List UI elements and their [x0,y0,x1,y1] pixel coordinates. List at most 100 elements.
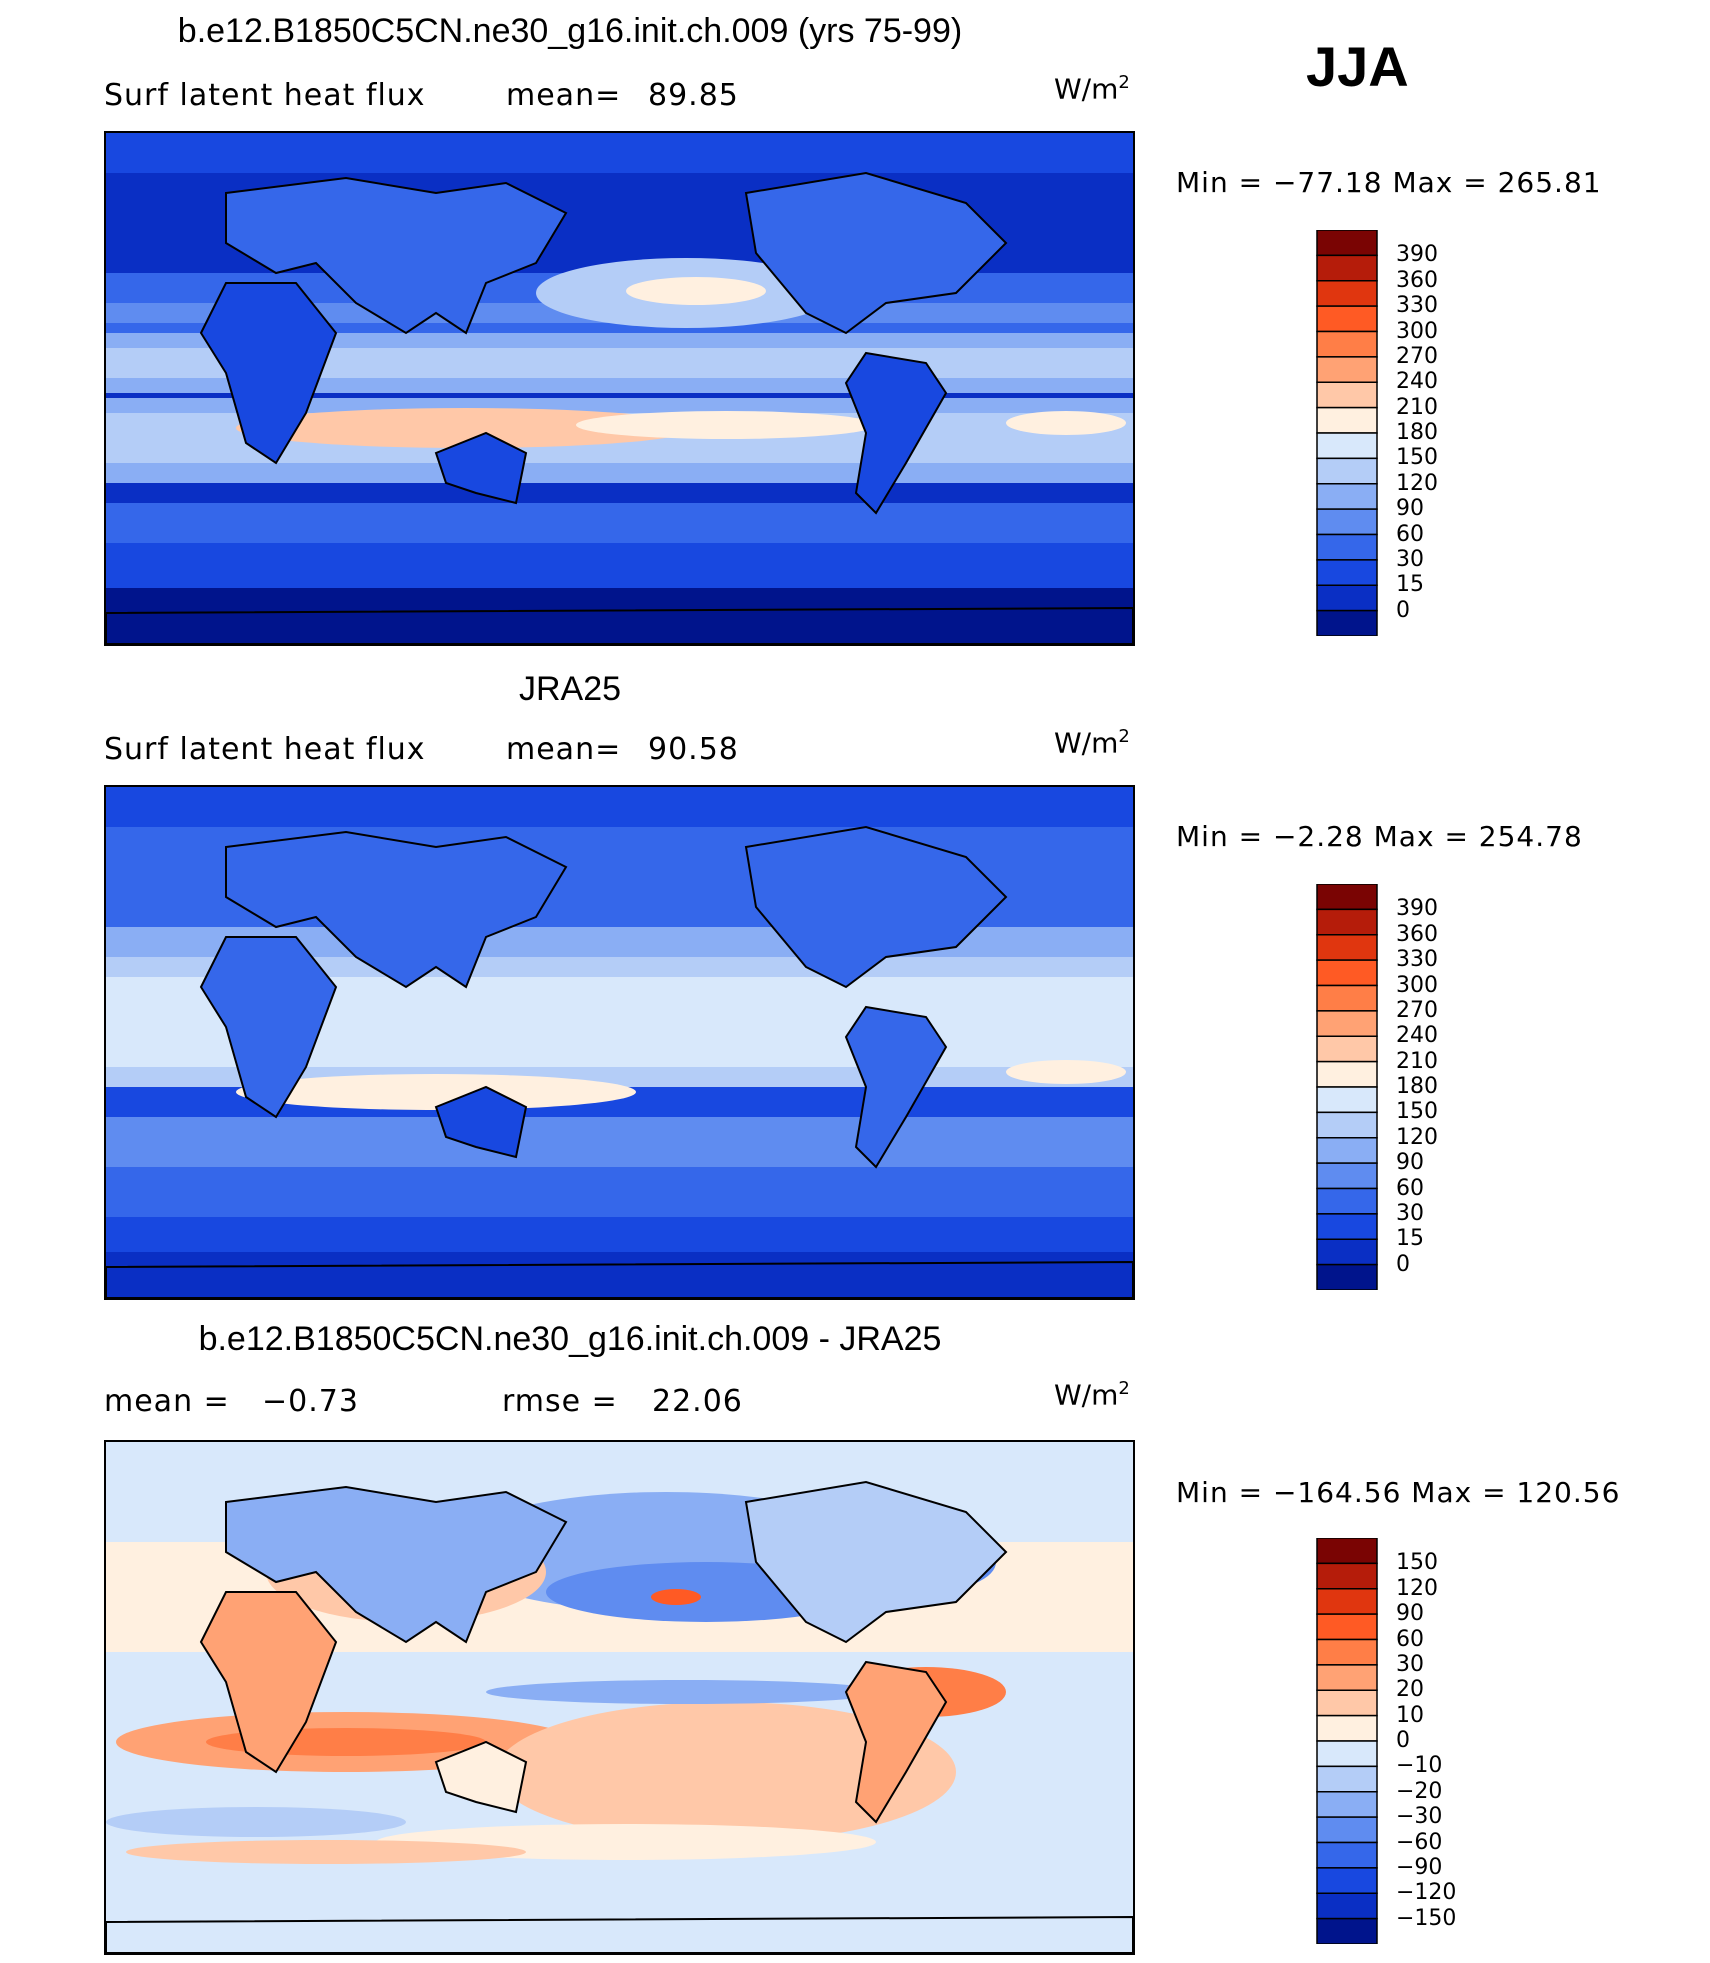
colorbar-swatch [1316,1010,1378,1037]
colorbar-swatch [1316,1162,1378,1190]
colorbar-tick-label: 180 [1396,1074,1438,1099]
colorbar-swatch [1316,1765,1378,1793]
colorbar-swatch [1316,1060,1378,1088]
colorbar-swatch [1316,1111,1378,1139]
colorbar-tick-label: 30 [1396,546,1424,572]
colorbar-tick-label: 120 [1396,1124,1438,1150]
colorbar-tick-label: 90 [1396,1601,1424,1627]
panel-1-mean-value: 89.85 [648,78,739,113]
colorbar-tick-label: 300 [1396,318,1438,344]
colorbar-swatch [1316,406,1378,434]
colorbar-swatch [1316,356,1378,383]
colorbar-tick-label: 15 [1396,572,1424,598]
panel-2-mean-label: mean= [506,732,622,767]
colorbar-swatch [1316,1841,1378,1869]
colorbar-tick-label: 0 [1396,1728,1410,1753]
panel-2-mean-value: 90.58 [648,732,739,767]
colorbar-tick-label: −60 [1396,1829,1443,1855]
colorbar-swatch [1316,230,1378,257]
colorbar-tick-label: 120 [1396,470,1438,496]
colorbar-swatch [1316,1917,1378,1944]
colorbar-tick-label: 390 [1396,242,1438,268]
panel-3-title: b.e12.B1850C5CN.ne30_g16.init.ch.009 - J… [198,1320,942,1358]
panel-1-title: b.e12.B1850C5CN.ne30_g16.init.ch.009 (yr… [177,12,963,50]
colorbar-tick-label: 90 [1396,496,1424,522]
colorbar-swatch [1316,908,1378,936]
colorbar-swatch [1316,984,1378,1012]
colorbar-swatch [1316,1213,1378,1240]
colorbar-tick-label: 60 [1396,1175,1424,1201]
colorbar-swatch [1316,1238,1378,1266]
colorbar-tick-label: −20 [1396,1778,1443,1804]
panel-1-units: W/m2 [1054,72,1130,106]
colorbar-tick-label: −150 [1396,1905,1457,1931]
colorbar-tick-label: −120 [1396,1880,1457,1906]
colorbar-swatch [1316,1892,1378,1920]
colorbar-swatch [1316,1263,1378,1290]
season-label: JJA [1306,35,1409,98]
panel-2-map [104,785,1135,1300]
colorbar-swatch [1316,508,1378,536]
colorbar-swatch [1316,559,1378,586]
colorbar-swatch [1316,1613,1378,1641]
colorbar-tick-label: 0 [1396,597,1410,623]
colorbar-swatch [1316,280,1378,307]
colorbar-swatch [1316,533,1378,561]
colorbar-swatch [1316,432,1378,460]
colorbar-swatch [1316,1538,1378,1565]
colorbar-swatch [1316,1791,1378,1818]
colorbar-tick-label: 0 [1396,1251,1410,1277]
panel-2-variable-label: Surf latent heat flux [104,732,426,767]
colorbar-tick-label: −90 [1396,1854,1443,1880]
panel-3-units: W/m2 [1054,1378,1130,1412]
colorbar-swatch [1316,1086,1378,1114]
colorbar-tick-label: 150 [1396,1099,1438,1125]
colorbar-tick-label: 270 [1396,997,1438,1023]
colorbar-tick-label: 90 [1396,1150,1424,1176]
panel-1-minmax: Min = −77.18 Max = 265.81 [1176,166,1602,199]
colorbar-tick-label: 240 [1396,369,1438,395]
panel-2-title: JRA25 [518,670,622,708]
colorbar-swatch [1316,934,1378,961]
colorbar-swatch [1316,1638,1378,1666]
colorbar-swatch [1316,381,1378,409]
panel-2-colorbar [1316,884,1378,1290]
colorbar-swatch [1316,1689,1378,1717]
panel-1-mean-label: mean= [506,78,622,113]
colorbar-swatch [1316,584,1378,612]
colorbar-tick-label: 360 [1396,267,1438,293]
colorbar-tick-label: 210 [1396,394,1438,420]
colorbar-swatch [1316,1137,1378,1164]
colorbar-tick-label: 240 [1396,1023,1438,1049]
colorbar-tick-label: 330 [1396,947,1438,973]
panel-3-rmse-value: 22.06 [652,1384,743,1419]
colorbar-swatch [1316,609,1378,636]
colorbar-tick-label: 150 [1396,1550,1438,1576]
colorbar-swatch [1316,1740,1378,1768]
colorbar-swatch [1316,1714,1378,1742]
colorbar-swatch [1316,254,1378,282]
colorbar-tick-label: −10 [1396,1753,1443,1779]
colorbar-tick-label: 360 [1396,921,1438,947]
colorbar-tick-label: 120 [1396,1575,1438,1601]
colorbar-tick-label: 30 [1396,1651,1424,1677]
colorbar-tick-label: 60 [1396,1626,1424,1652]
panel-1-variable-label: Surf latent heat flux [104,78,426,113]
panel-1-map [104,131,1135,646]
panel-3-minmax: Min = −164.56 Max = 120.56 [1176,1476,1621,1509]
colorbar-swatch [1316,330,1378,358]
colorbar-swatch [1316,959,1378,987]
colorbar-swatch [1316,1588,1378,1615]
colorbar-tick-label: 180 [1396,420,1438,445]
colorbar-tick-label: 300 [1396,972,1438,998]
colorbar-swatch [1316,1562,1378,1590]
colorbar-tick-label: 60 [1396,521,1424,547]
colorbar-swatch [1316,1664,1378,1691]
colorbar-tick-label: 15 [1396,1226,1424,1252]
colorbar-swatch [1316,483,1378,510]
colorbar-tick-label: 150 [1396,445,1438,471]
colorbar-tick-label: 270 [1396,343,1438,369]
colorbar-tick-label: 30 [1396,1200,1424,1226]
panel-1-colorbar [1316,230,1378,636]
colorbar-tick-label: 390 [1396,896,1438,922]
